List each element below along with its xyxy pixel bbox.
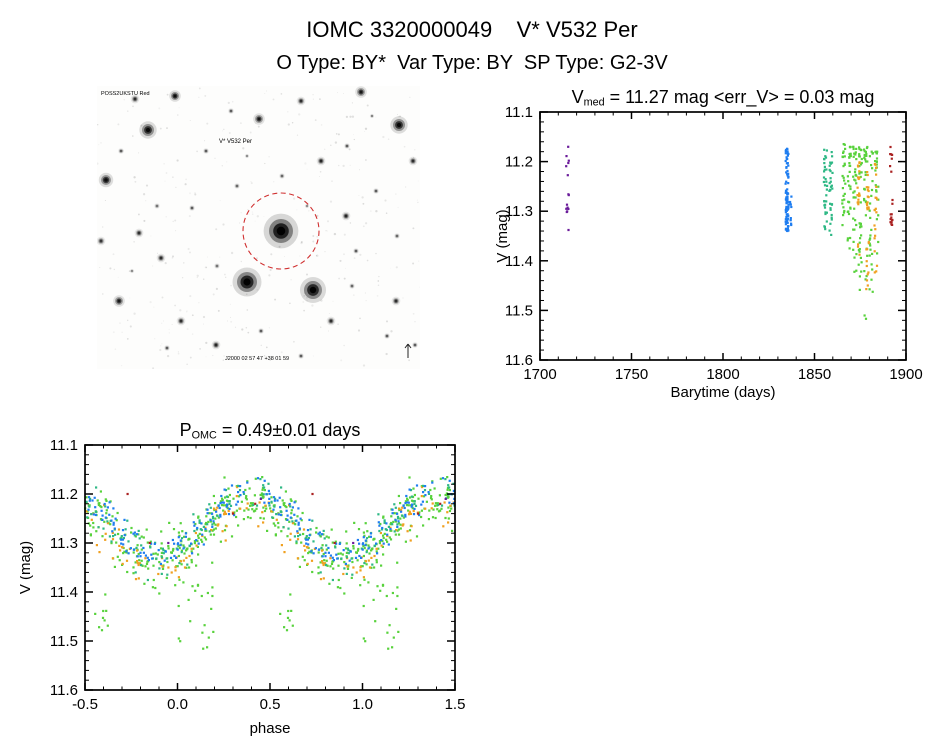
- x-tick-label: 1850: [798, 366, 831, 383]
- y-tick-label: 11.2: [505, 154, 533, 171]
- y-tick-label: 11.6: [50, 682, 78, 699]
- y-axis-label: V (mag): [494, 209, 511, 262]
- series-epoch-1835-blue: [784, 147, 793, 233]
- period-subscript: OMC: [191, 429, 217, 442]
- axis-frame: [84, 444, 456, 691]
- finding-chart-image: POSS2UKSTU Red V* V532 Per J2000 02 57 4…: [96, 86, 421, 370]
- series-epoch-1874-1884-orange: [856, 161, 879, 291]
- axis-ticks: [539, 111, 907, 361]
- y-tick-label: 11.1: [505, 105, 533, 121]
- series-red: [126, 492, 442, 545]
- series-blue: [87, 477, 456, 565]
- x-axis-label: phase: [250, 720, 291, 737]
- y-tick-label: 11.5: [50, 633, 78, 650]
- orientation-marker-icon: [404, 343, 412, 358]
- finder-coords-label: J2000 02 57 47 +38 01 59: [225, 356, 289, 362]
- film-grain: [96, 87, 421, 370]
- y-tick-label: 11.2: [50, 486, 78, 503]
- page-subtitle: O Type: BY* Var Type: BY SP Type: G2-3V: [276, 52, 668, 74]
- vmed-subscript: med: [583, 96, 605, 109]
- period-symbol: P: [179, 420, 192, 440]
- y-tick-label: 11.5: [505, 302, 533, 319]
- series-epoch-1866-1884-green: [841, 143, 880, 320]
- finder-target-label: V* V532 Per: [219, 139, 252, 145]
- y-tick-label: 11.4: [50, 584, 78, 601]
- axis-ticks: [84, 444, 456, 691]
- photometric-aperture-circle: [242, 192, 320, 270]
- y-tick-label: 11.1: [50, 438, 78, 454]
- phase-folded-chart: -0.5 0.0 0.5 1.0 1.5 11.1 11.2 11.3 11.4 11.5 11.6…: [20, 438, 466, 737]
- finder-background: [97, 86, 420, 369]
- light-curve-title: Vmed = 11.27 mag <err_V> = 0.03 mag: [500, 87, 944, 108]
- vmed-value-text: = 11.27 mag <err_V> = 0.03 mag: [604, 87, 875, 107]
- x-tick-label: 1750: [615, 366, 648, 383]
- axis-frame: [539, 111, 907, 361]
- x-tick-label: 1700: [523, 366, 556, 383]
- x-tick-label: 0.5: [260, 696, 281, 713]
- x-tick-label: 1.0: [352, 696, 373, 713]
- star-field: [96, 86, 418, 359]
- y-axis-label: V (mag): [20, 541, 34, 594]
- finding-chart: POSS2UKSTU Red V* V532 Per J2000 02 57 4…: [96, 86, 421, 370]
- y-tick-label: 11.6: [505, 352, 533, 369]
- period-title: POMC = 0.49±0.01 days: [50, 420, 490, 441]
- y-tick-label: 11.3: [505, 203, 533, 220]
- y-tick-label: 11.4: [505, 253, 533, 270]
- page-title: IOMC 3320000049 V* V532 Per: [306, 17, 638, 42]
- vmed-symbol: V: [571, 87, 584, 107]
- x-tick-label: 1.5: [445, 696, 466, 713]
- series-epoch-1892-red: [889, 145, 894, 226]
- x-axis-label: Barytime (days): [670, 384, 775, 401]
- x-tick-label: -0.5: [72, 696, 98, 713]
- light-curve-chart: 1700 1750 1800 1850 1900 11.1 11.2 11.3 11.4 11.5…: [494, 105, 923, 401]
- series-epoch-1856-1859-teal: [822, 148, 834, 236]
- series-purple: [167, 497, 447, 545]
- y-tick-label: 11.3: [50, 535, 78, 552]
- period-value-text: = 0.49±0.01 days: [216, 420, 361, 440]
- finder-survey-label: POSS2UKSTU Red: [101, 91, 150, 97]
- x-tick-label: 0.0: [167, 696, 188, 713]
- x-tick-label: 1800: [706, 366, 739, 383]
- series-epoch-1715-purple: [565, 145, 570, 232]
- x-tick-label: 1900: [889, 366, 922, 383]
